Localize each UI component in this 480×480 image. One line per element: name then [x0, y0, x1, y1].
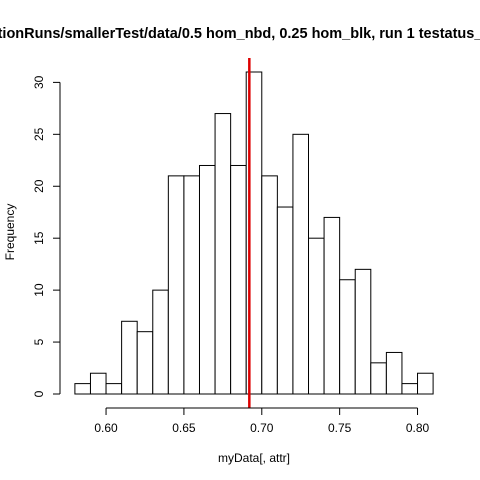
histogram-bar-22	[417, 372, 434, 395]
y-tick-label-0: 0	[32, 390, 46, 397]
x-axis-label: myData[, attr]	[218, 451, 290, 465]
histogram-bar-15	[308, 237, 325, 395]
histogram-bar-6	[167, 175, 185, 395]
y-axis-label: Frequency	[3, 204, 17, 261]
histogram-bars	[74, 71, 434, 395]
histogram-bar-19	[370, 362, 387, 395]
histogram-bar-18	[354, 268, 372, 395]
histogram-bar-7	[183, 175, 200, 395]
histogram-bar-13	[276, 206, 294, 395]
histogram-bar-0	[74, 383, 91, 395]
x-axis: 0.60 0.65 0.70 0.75 0.80	[94, 407, 430, 435]
y-tick-label-4: 20	[32, 179, 46, 193]
x-tick-label-0: 0.60	[94, 421, 118, 435]
y-tick-label-5: 25	[32, 127, 46, 141]
y-tick-label-6: 30	[32, 75, 46, 89]
histogram-bar-9	[214, 113, 232, 395]
histogram-bar-21	[401, 383, 419, 395]
histogram-bar-20	[385, 351, 403, 395]
x-tick-label-1: 0.65	[172, 421, 196, 435]
x-tick-label-4: 0.80	[406, 421, 430, 435]
y-tick-label-2: 10	[32, 283, 46, 297]
histogram-bar-8	[198, 164, 216, 395]
histogram-bar-17	[339, 279, 356, 395]
y-tick-label-3: 15	[32, 231, 46, 245]
histogram-bar-16	[323, 216, 341, 395]
histogram-bar-3	[121, 320, 138, 395]
x-tick-label-2: 0.70	[250, 421, 274, 435]
histogram-bar-5	[152, 289, 169, 395]
histogram-bar-2	[105, 383, 123, 395]
histogram-bar-12	[261, 175, 278, 395]
histogram-bar-14	[292, 133, 309, 395]
histogram-bar-10	[230, 164, 247, 395]
histogram-bar-1	[89, 372, 107, 395]
y-axis: 0 5 10 15 20 25 30	[32, 75, 61, 397]
histogram-bar-4	[136, 331, 154, 395]
x-tick-label-3: 0.75	[328, 421, 352, 435]
y-tick-label-1: 5	[32, 338, 46, 345]
chart-title: tionRuns/smallerTest/data/0.5 hom_nbd, 0…	[0, 26, 480, 42]
